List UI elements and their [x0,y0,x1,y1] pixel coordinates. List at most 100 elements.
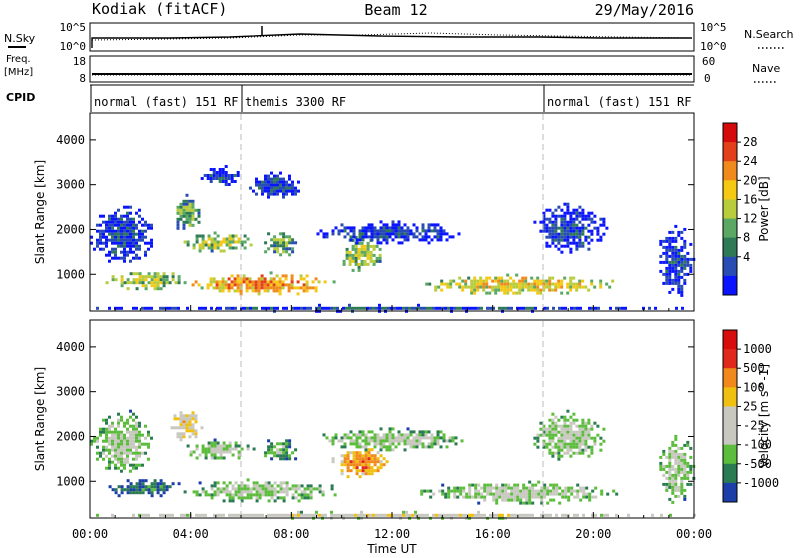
heatmap-cell [90,235,93,239]
heatmap-cell [282,481,286,485]
heatmap-cell [349,451,353,455]
heatmap-cell [480,492,484,496]
heatmap-cell [194,429,198,433]
heatmap-cell [575,433,579,437]
heatmap-cell [351,244,355,248]
heatmap-cell [141,451,144,455]
heatmap-cell [273,189,276,193]
heatmap-cell [218,283,222,287]
heatmap-cell [144,250,147,254]
heatmap-cell [227,174,231,177]
heatmap-cell [379,463,383,467]
heatmap-cell [677,467,681,471]
heatmap-cell [185,417,189,421]
heatmap-cell [522,513,525,517]
heatmap-cell [674,278,678,282]
heatmap-cell [683,461,687,465]
heatmap-cell [297,189,300,193]
heatmap-cell [117,421,120,425]
heatmap-cell [252,513,255,517]
heatmap-cell [264,183,267,187]
heatmap-cell [96,436,99,440]
heatmap-cell [182,426,186,430]
heatmap-cell [179,423,183,427]
heatmap-cell [216,240,220,244]
heatmap-cell [510,498,514,502]
heatmap-cell [191,429,195,433]
heatmap-cell [549,483,553,487]
heatmap-cell [382,223,386,227]
heatmap-cell [370,472,374,476]
heatmap-cell [248,280,252,284]
heatmap-cell [228,234,232,238]
heatmap-cell [251,289,255,293]
heatmap-cell [563,442,567,446]
heatmap-cell [168,485,172,489]
heatmap-cell [575,439,579,443]
heatmap-cell [273,445,277,449]
heatmap-cell [209,174,213,177]
heatmap-cell [144,235,147,239]
heatmap-cell [615,492,619,496]
heatmap-cell [144,229,147,233]
heatmap-cell [237,484,241,488]
heatmap-cell [222,499,226,503]
heatmap-cell [599,279,603,283]
heatmap-cell [420,513,423,517]
heatmap-cell [138,479,142,483]
heatmap-cell [382,232,386,236]
heatmap-cell [212,177,216,180]
heatmap-cell [448,436,452,440]
heatmap-cell [282,195,285,199]
heatmap-cell [391,439,395,443]
heatmap-cell [255,484,259,488]
heatmap-cell [258,186,261,190]
heatmap-cell [261,493,265,497]
heatmap-cell [120,223,123,227]
heatmap-cell [276,496,280,500]
heatmap-cell [349,226,353,230]
heatmap-cell [555,492,559,496]
heatmap-cell [545,279,549,283]
heatmap-cell [509,285,513,289]
heatmap-cell [563,451,567,455]
heatmap-cell [144,479,148,483]
heatmap-cell [671,488,675,492]
heatmap-cell [468,492,472,496]
heatmap-cell [309,493,313,497]
heatmap-cell [545,226,549,230]
heatmap-cell [346,469,350,473]
heatmap-cell [255,481,259,485]
heatmap-cell [584,436,588,440]
heatmap-cell [575,247,579,251]
heatmap-cell [343,460,347,464]
heatmap-cell [282,180,285,184]
heatmap-cell [403,442,407,446]
heatmap-cell [593,214,597,218]
heatmap-cell [254,289,258,293]
heatmap-cell [674,266,678,270]
heatmap-cell [179,426,183,430]
heatmap-cell [689,464,693,468]
heatmap-cell [227,277,231,281]
heatmap-cell [376,439,380,443]
heatmap-cell [236,283,240,287]
heatmap-cell [677,269,681,273]
heatmap-cell [540,495,544,499]
heatmap-cell [554,415,558,419]
heatmap-cell [120,250,123,254]
heatmap-cell [521,276,525,280]
heatmap-cell [129,259,132,263]
heatmap-cell [123,238,126,242]
heatmap-cell [569,424,573,428]
heatmap-cell [357,306,360,310]
heatmap-cell [369,250,373,254]
heatmap-cell [105,466,108,470]
heatmap-cell [351,256,355,260]
heatmap-cell [354,256,358,260]
heatmap-cell [153,488,157,492]
heatmap-cell [677,254,681,258]
nave-tick-bottom: 0 [704,72,711,85]
heatmap-cell [191,199,195,203]
heatmap-cell [331,439,335,443]
